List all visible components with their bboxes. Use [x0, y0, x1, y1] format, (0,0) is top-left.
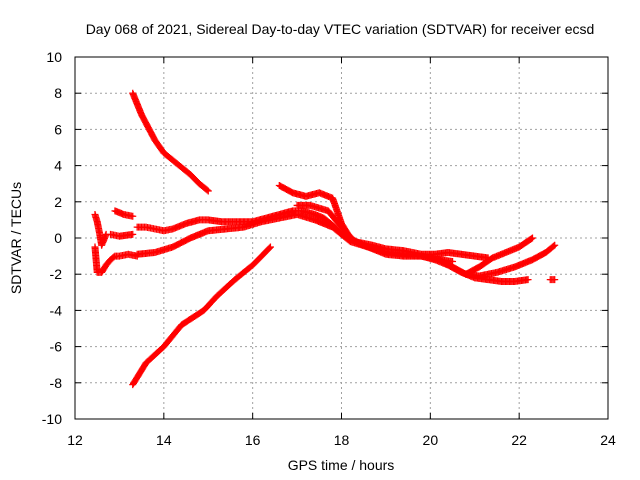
x-tick-label: 20 [423, 432, 439, 448]
y-tick-label: 8 [54, 85, 62, 101]
plot-border [74, 56, 609, 420]
series-arc-5 [111, 207, 137, 220]
y-tick-label: 6 [54, 121, 62, 137]
data-point [551, 276, 559, 284]
data-point [527, 235, 535, 243]
series-arc-7 [133, 207, 492, 262]
y-tick-label: -6 [50, 339, 63, 355]
series-arc-12 [462, 234, 536, 278]
y-tick-label: 10 [46, 49, 62, 65]
series-arc-9 [275, 182, 532, 285]
y-axis-label: SDTVAR / TECUs [8, 182, 24, 294]
y-tick-label: 4 [54, 158, 62, 174]
data-point [129, 212, 137, 220]
series-arc-4 [91, 243, 141, 276]
y-tick-label: -10 [42, 411, 62, 427]
x-tick-labels: 12 14 16 18 20 22 24 [67, 432, 616, 448]
grid-lines [75, 57, 608, 419]
data-point [528, 234, 536, 242]
y-tick-label: -4 [50, 302, 63, 318]
x-axis-label: GPS time / hours [288, 457, 395, 473]
data-point [204, 187, 212, 195]
data-point [203, 186, 211, 194]
x-tick-label: 14 [156, 432, 172, 448]
y-tick-labels: -10 -8 -6 -4 -2 0 2 4 6 8 10 [42, 49, 62, 427]
x-tick-label: 12 [67, 432, 83, 448]
series-arc-1 [129, 89, 212, 195]
data-point [266, 243, 274, 251]
data-point [551, 241, 559, 249]
y-tick-label: -8 [50, 375, 63, 391]
series-arc-3 [91, 210, 110, 249]
data-points [91, 89, 559, 389]
series-arc-13 [546, 276, 559, 284]
data-point [265, 244, 273, 252]
series-arc-2 [129, 243, 274, 389]
series-arc-11 [435, 241, 559, 280]
data-point [364, 243, 372, 251]
data-point [550, 242, 558, 250]
data-point [524, 276, 532, 284]
x-tick-label: 22 [511, 432, 527, 448]
y-tick-label: -2 [50, 266, 63, 282]
series-arc-10 [293, 201, 372, 251]
y-tick-label: 0 [54, 230, 62, 246]
x-tick-label: 24 [600, 432, 616, 448]
chart-title: Day 068 of 2021, Sidereal Day-to-day VTE… [86, 21, 595, 37]
x-tick-label: 16 [245, 432, 261, 448]
data-point [129, 230, 137, 238]
series-arc-6 [107, 230, 137, 240]
y-tick-label: 2 [54, 194, 62, 210]
x-tick-label: 18 [334, 432, 350, 448]
